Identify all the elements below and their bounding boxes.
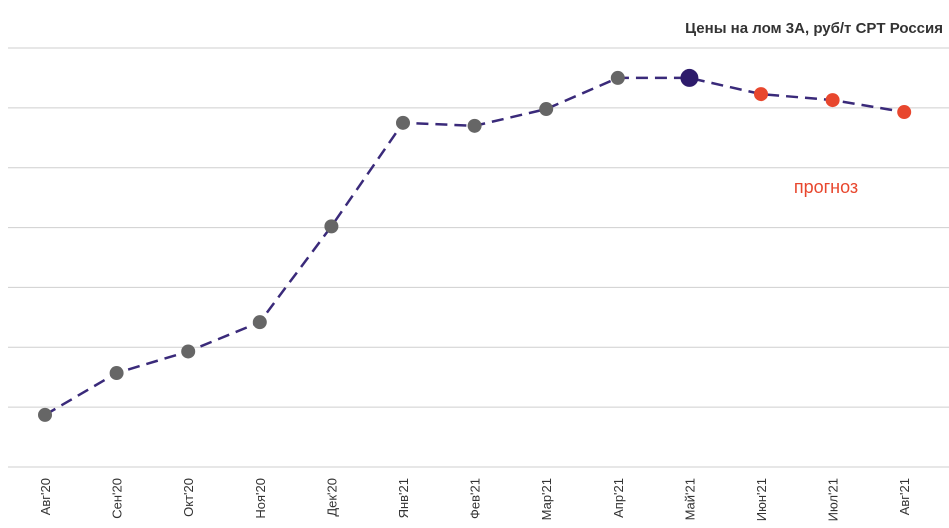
- x-tick-label: Дек'20: [324, 478, 339, 517]
- x-tick-label: Май'21: [682, 478, 697, 520]
- x-tick-label: Июн'21: [754, 478, 769, 521]
- annotation: прогноз: [794, 177, 858, 197]
- point: [109, 366, 124, 381]
- point: [610, 70, 625, 85]
- point: [467, 118, 482, 133]
- x-tick-label: Авг'21: [897, 478, 912, 515]
- x-tick-label: Окт'20: [181, 478, 196, 517]
- x-tick-label: Янв'21: [396, 478, 411, 518]
- x-tick-label: Июл'21: [826, 478, 841, 521]
- point: [897, 105, 912, 120]
- x-tick-label: Сен'20: [110, 478, 125, 519]
- x-tick-label: Мар'21: [539, 478, 554, 520]
- point: [825, 93, 840, 108]
- point: [680, 68, 699, 87]
- point: [252, 315, 267, 330]
- chart-title: Цены на лом 3А, руб/т CPT Россия: [685, 20, 943, 37]
- point: [324, 219, 339, 234]
- x-tick-label: Ноя'20: [253, 478, 268, 519]
- point: [396, 115, 410, 130]
- point: [38, 407, 52, 422]
- x-tick-label: Апр'21: [611, 478, 626, 518]
- point: [539, 102, 554, 117]
- x-tick-label: Фев'21: [468, 478, 483, 519]
- point: [181, 344, 196, 359]
- x-tick-label: Авг'20: [38, 478, 53, 515]
- point: [754, 87, 768, 102]
